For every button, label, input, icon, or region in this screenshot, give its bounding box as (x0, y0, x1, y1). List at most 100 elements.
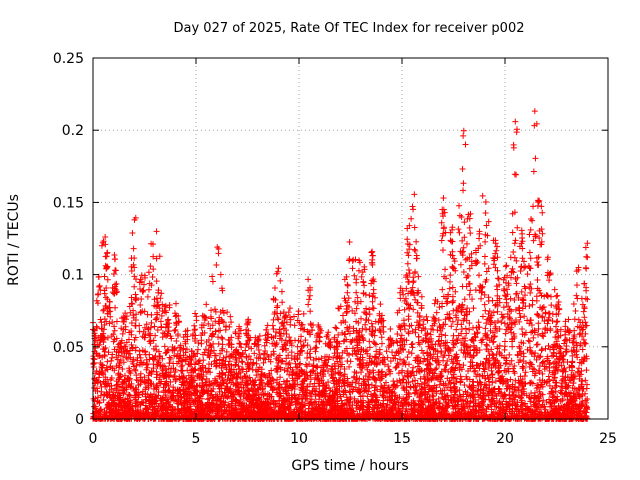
data-point (484, 391, 491, 398)
data-point (405, 389, 412, 396)
data-point (552, 334, 559, 341)
data-point (466, 215, 473, 222)
data-point (449, 284, 456, 291)
data-point (421, 355, 428, 362)
data-point (244, 337, 251, 344)
data-point (153, 303, 160, 310)
data-point (305, 400, 312, 407)
data-point (582, 377, 589, 384)
data-point (518, 288, 525, 295)
data-point (146, 356, 153, 363)
data-point (466, 265, 473, 272)
data-point (523, 360, 530, 367)
data-point (306, 292, 313, 299)
data-point (416, 312, 423, 319)
data-point (407, 383, 414, 390)
data-point (149, 355, 156, 362)
data-point (98, 369, 105, 376)
data-point (266, 391, 273, 398)
data-point (527, 281, 534, 288)
data-point (534, 276, 541, 283)
data-point (346, 405, 353, 412)
data-point (414, 290, 421, 297)
data-point (164, 324, 171, 331)
data-point (465, 272, 472, 279)
data-point (358, 369, 365, 376)
data-point (112, 283, 119, 290)
data-point (262, 348, 269, 355)
data-point (201, 329, 208, 336)
data-point (511, 209, 518, 216)
data-point (495, 275, 502, 282)
data-point (420, 316, 427, 323)
data-point (366, 338, 373, 345)
data-point (197, 393, 204, 400)
data-point (404, 260, 411, 267)
data-point (466, 254, 473, 261)
data-point (569, 358, 576, 365)
data-point (408, 350, 415, 357)
data-point (166, 320, 173, 327)
data-point (366, 306, 373, 313)
data-point (340, 338, 347, 345)
data-point (422, 391, 429, 398)
data-point (357, 298, 364, 305)
data-point (448, 356, 455, 363)
data-point (482, 307, 489, 314)
data-point (446, 285, 453, 292)
data-point (508, 274, 515, 281)
data-point (286, 359, 293, 366)
data-point (376, 351, 383, 358)
data-point (466, 326, 473, 333)
data-point (448, 323, 455, 330)
data-point (484, 342, 491, 349)
data-point (488, 401, 495, 408)
data-point (204, 396, 211, 403)
data-point (461, 234, 468, 241)
data-point (534, 258, 541, 265)
data-point (516, 243, 523, 250)
data-point (392, 364, 399, 371)
data-point (318, 377, 325, 384)
data-point (362, 321, 369, 328)
data-point (433, 374, 440, 381)
data-point (466, 383, 473, 390)
data-point (527, 255, 534, 262)
data-point (405, 267, 412, 274)
data-point (158, 312, 165, 319)
data-point (186, 395, 193, 402)
data-point (396, 356, 403, 363)
data-point (527, 289, 534, 296)
data-point (441, 273, 448, 280)
data-point (415, 354, 422, 361)
data-point (291, 353, 298, 360)
data-point (270, 325, 277, 332)
data-point (385, 384, 392, 391)
data-point (408, 288, 415, 295)
data-point (216, 362, 223, 369)
data-point (583, 253, 590, 260)
data-point (501, 346, 508, 353)
data-point (337, 363, 344, 370)
data-point (467, 287, 474, 294)
data-point (478, 295, 485, 302)
data-point (483, 268, 490, 275)
data-point (504, 311, 511, 318)
data-point (385, 363, 392, 370)
data-point (565, 329, 572, 336)
data-point (428, 376, 435, 383)
data-point (462, 388, 469, 395)
data-point (472, 403, 479, 410)
data-point (578, 295, 585, 302)
data-point (584, 396, 591, 403)
data-point (353, 279, 360, 286)
data-point (511, 362, 518, 369)
data-point (469, 336, 476, 343)
data-point (444, 298, 451, 305)
data-point (322, 401, 329, 408)
data-point (353, 289, 360, 296)
data-point (532, 370, 539, 377)
data-point (450, 332, 457, 339)
data-point (209, 273, 216, 280)
data-point (362, 387, 369, 394)
